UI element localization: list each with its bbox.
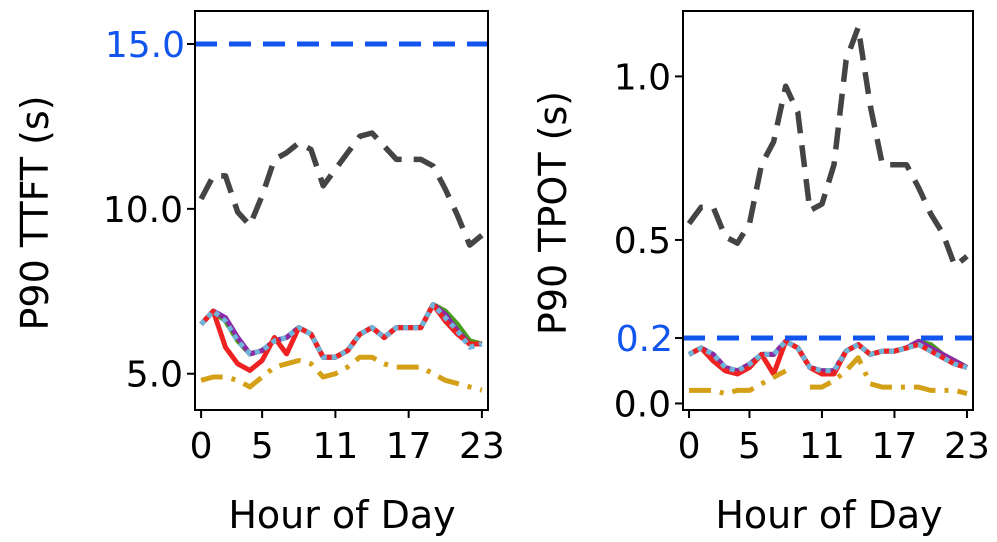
tpot-y-tick-label: 0.0	[614, 384, 671, 425]
tpot-x-tick-label: 0	[678, 426, 701, 467]
ttft-x-tick-label: 5	[251, 426, 274, 467]
ttft-y-tick-label: 5.0	[126, 355, 183, 396]
ttft-series-baseline-gray	[198, 130, 484, 248]
tpot-chart: P90 TPOT (s) Hour of Day 0.2 0 5 11 17 23 0.0 0…	[531, 10, 990, 537]
tpot-y-axis-label: P90 TPOT (s)	[531, 91, 575, 335]
tpot-x-tick-label: 23	[944, 426, 990, 467]
tpot-y-tick-label: 1.0	[614, 57, 671, 98]
ttft-y-tick-label: 10.0	[103, 190, 183, 231]
ttft-axes-frame	[194, 10, 489, 411]
ttft-series-light-blue	[199, 302, 483, 360]
tpot-x-tick-label: 11	[799, 426, 845, 467]
ttft-y-axis-label: P90 TTFT (s)	[13, 95, 57, 330]
ttft-series-red	[199, 302, 482, 373]
tpot-axes-frame	[682, 10, 974, 411]
ttft-series-gold	[200, 354, 483, 393]
tpot-x-tick-label: 17	[872, 426, 918, 467]
tpot-x-axis-label: Hour of Day	[715, 493, 942, 537]
tpot-series-baseline-gray	[686, 24, 969, 269]
ttft-x-tick-label: 23	[459, 426, 505, 467]
tpot-series-gold-1	[809, 355, 968, 397]
tpot-y-tick-label: 0.5	[614, 221, 671, 262]
tpot-x-tick-label: 5	[738, 426, 761, 467]
ttft-x-tick-label: 17	[386, 426, 432, 467]
ttft-slo-label: 15.0	[105, 25, 185, 66]
tpot-slo-label: 0.2	[616, 319, 673, 360]
ttft-chart: P90 TTFT (s) Hour of Day 15.0 0 5 11 17 23 5.0…	[13, 10, 505, 537]
ttft-x-axis-label: Hour of Day	[228, 493, 455, 537]
tpot-series-light-blue	[687, 338, 968, 374]
ttft-x-tick-label: 0	[190, 426, 213, 467]
ttft-x-tick-label: 11	[312, 426, 358, 467]
tpot-series-gold-0	[689, 368, 787, 397]
